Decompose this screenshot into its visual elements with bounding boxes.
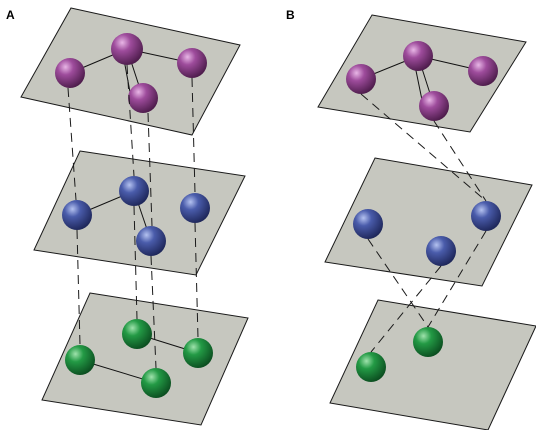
panel-b-bottom-nodes xyxy=(356,327,443,382)
panel-a-bottom-nodes xyxy=(65,319,213,398)
panel-a-bottom-plane xyxy=(41,292,249,426)
purple-node xyxy=(128,83,158,113)
blue-node xyxy=(136,226,166,256)
purple-node xyxy=(419,91,449,121)
panel-b-bottom-plane xyxy=(329,299,536,430)
panel-b xyxy=(317,14,536,430)
purple-node xyxy=(177,48,207,78)
blue-node xyxy=(426,236,456,266)
green-node xyxy=(183,338,213,368)
panel-b-middle-plane xyxy=(324,157,533,287)
purple-node xyxy=(346,64,376,94)
purple-node xyxy=(403,41,433,71)
blue-node xyxy=(353,209,383,239)
panel-a-top-nodes xyxy=(55,33,207,113)
panel-b-top-plane xyxy=(317,14,527,133)
purple-node xyxy=(111,33,143,65)
blue-node xyxy=(180,193,210,223)
panel-a-interlayer-links xyxy=(67,64,199,369)
green-node xyxy=(141,368,171,398)
panel-b-middle-nodes xyxy=(353,201,501,266)
blue-node xyxy=(471,201,501,231)
blue-node xyxy=(119,176,149,206)
panel-a-middle-nodes xyxy=(62,176,210,256)
green-node xyxy=(413,327,443,357)
panel-b-top-nodes xyxy=(346,41,498,121)
purple-node xyxy=(468,56,498,86)
green-node xyxy=(65,345,95,375)
panel-a-label: A xyxy=(6,8,15,22)
blue-node xyxy=(62,200,92,230)
purple-node xyxy=(55,58,85,88)
panel-a xyxy=(20,7,249,426)
panel-b-interlayer-links xyxy=(360,93,487,353)
green-node xyxy=(122,319,152,349)
green-node xyxy=(356,352,386,382)
panel-b-label: B xyxy=(286,8,295,22)
panel-a-top-plane xyxy=(20,7,241,136)
